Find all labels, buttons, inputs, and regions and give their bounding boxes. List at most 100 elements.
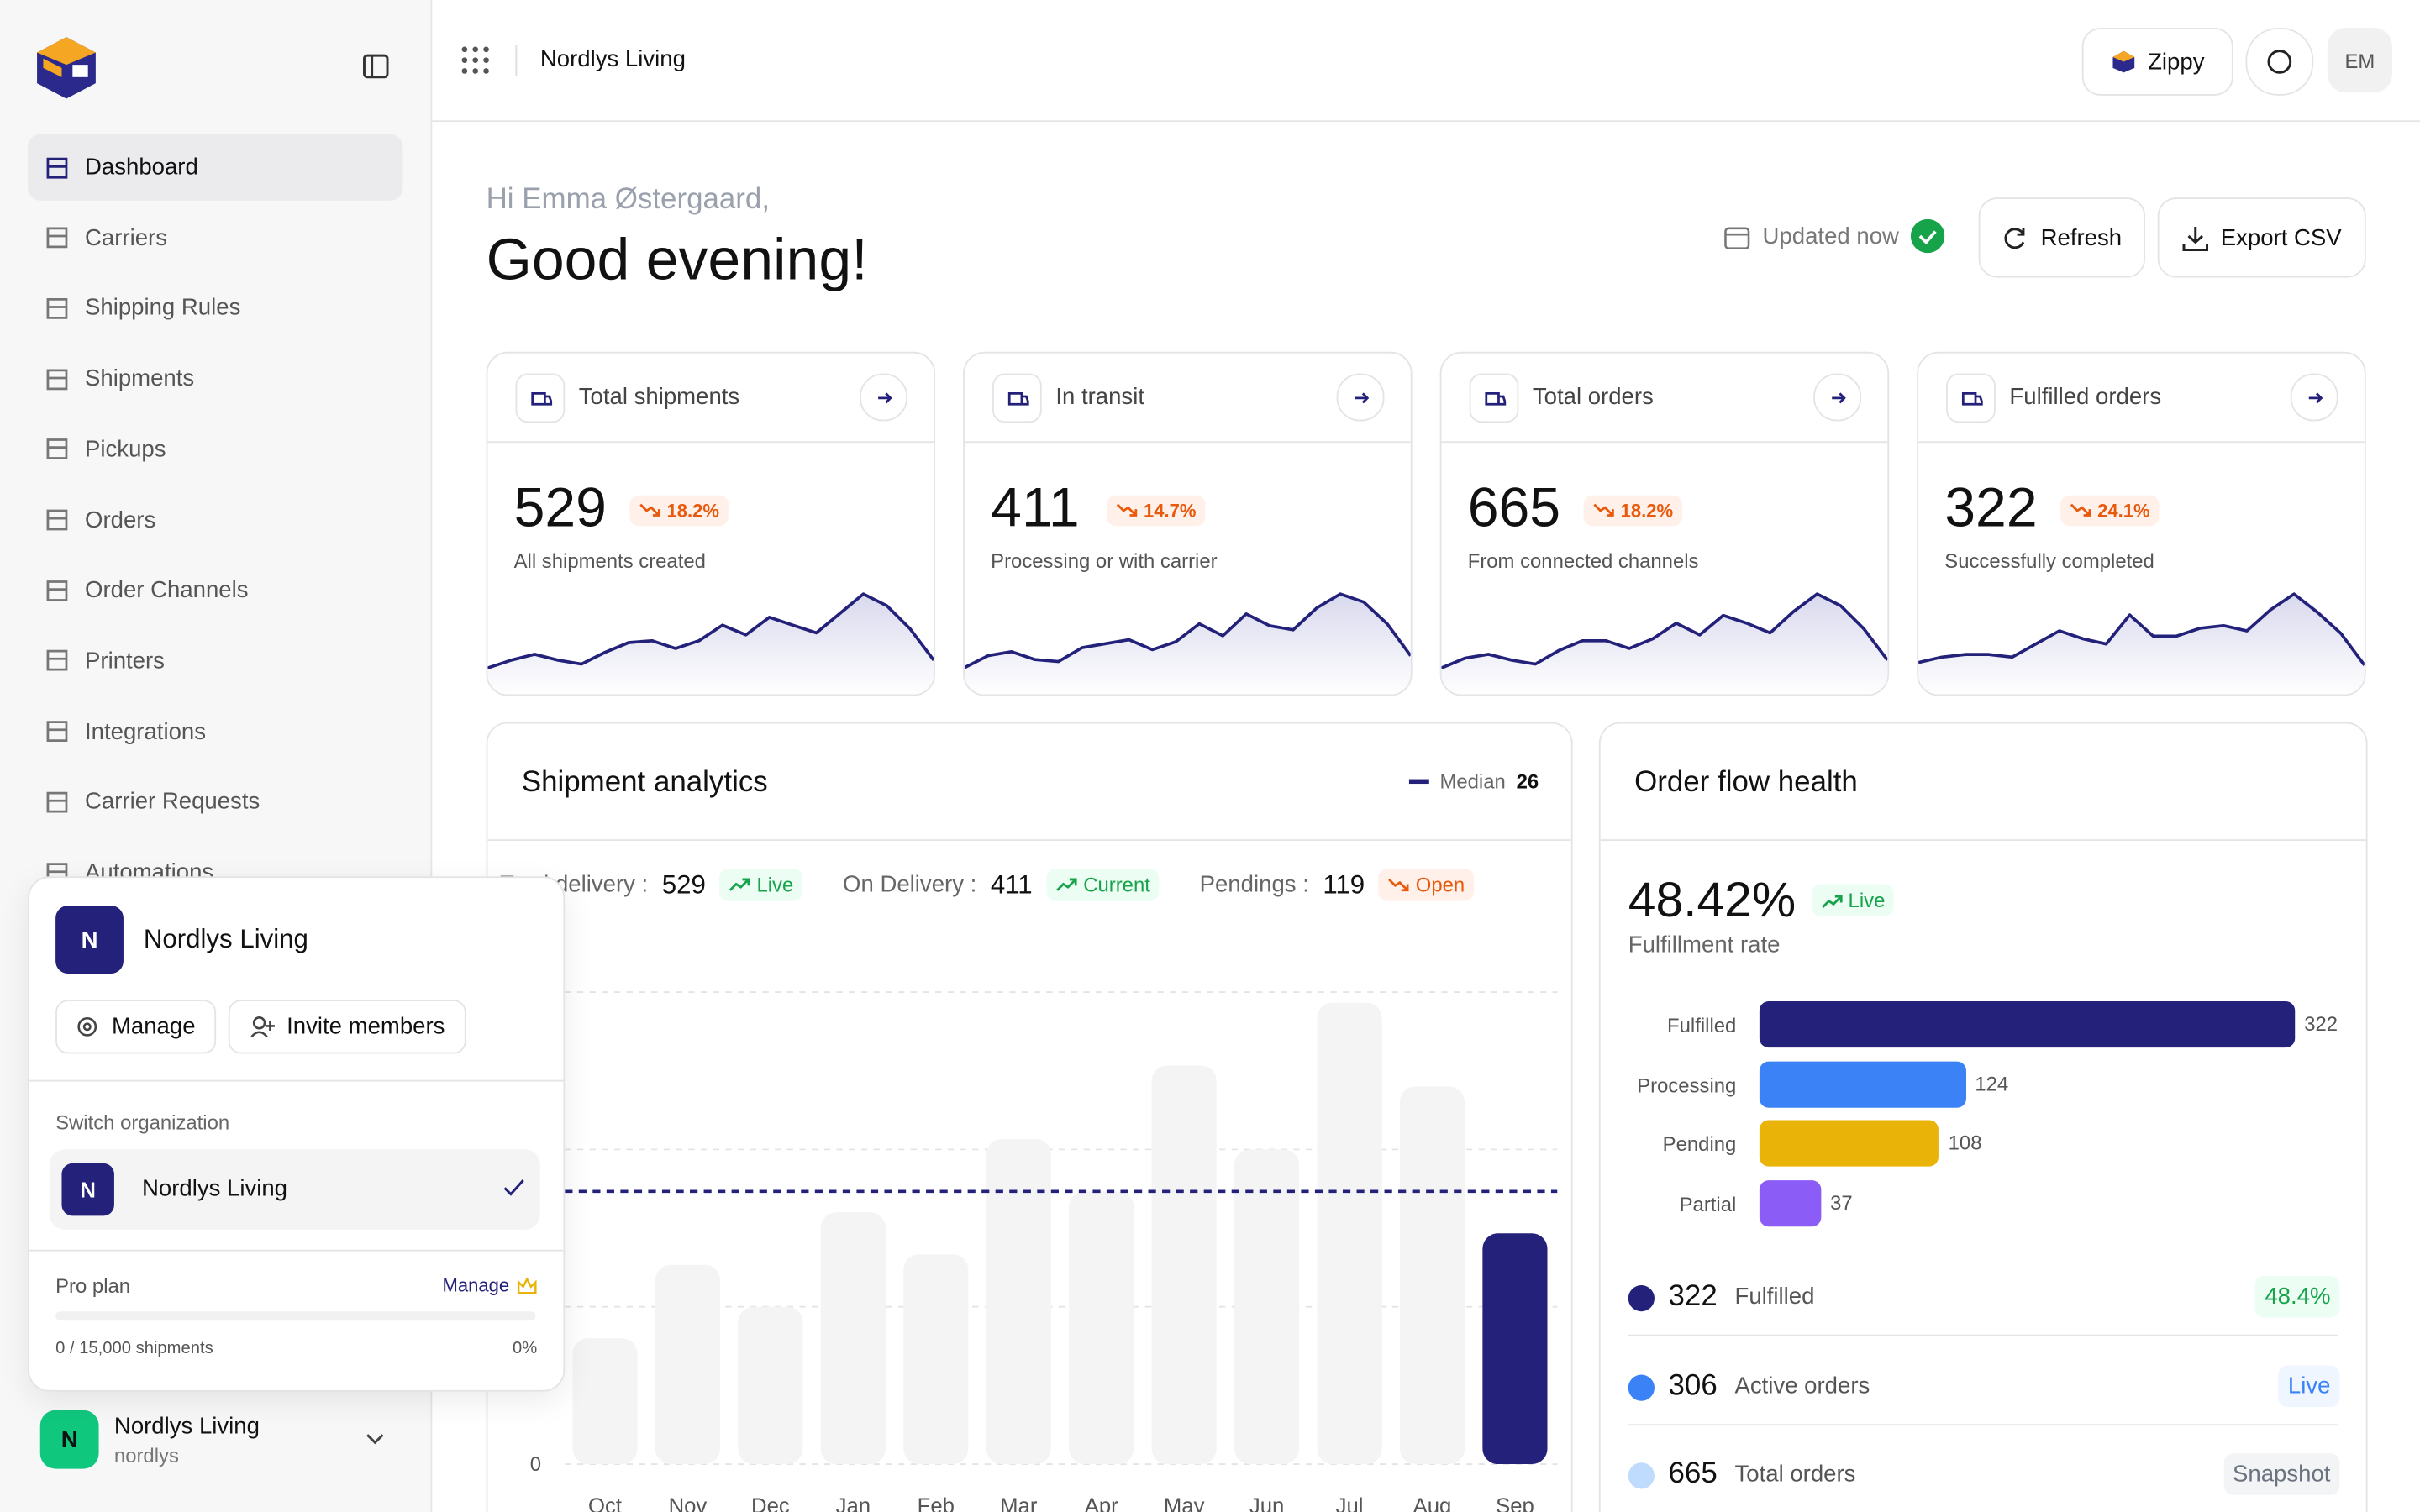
gear-icon [78, 1016, 97, 1037]
rate-badge: Live [1811, 884, 1895, 917]
kpi-link[interactable] [860, 373, 908, 422]
trend-down-icon [639, 503, 660, 517]
bar [1399, 1086, 1465, 1465]
nav-label: Shipments [85, 365, 195, 392]
manage-label: Manage [111, 1013, 196, 1040]
stat: Pendings : 119 Open [1200, 869, 1475, 901]
x-tick-label: Dec [751, 1494, 790, 1512]
nav-icon [46, 297, 68, 319]
org-option-avatar: N [61, 1163, 114, 1216]
nav-item[interactable]: Shipments [28, 346, 402, 412]
brand-button[interactable]: Zippy [2081, 28, 2233, 96]
nav-icon [46, 791, 68, 813]
bar [1317, 1002, 1382, 1465]
nav-label: Integrations [85, 718, 207, 745]
nav-icon-shape [46, 438, 68, 460]
x-tick-label: Jan [836, 1494, 871, 1512]
usage-text: 0 / 15,000 shipments [55, 1339, 213, 1358]
trend-icon-shape [1056, 877, 1077, 890]
nav-item[interactable]: Pickups [28, 417, 402, 483]
trend-down-icon [1116, 503, 1138, 517]
y-tick-label: 0 [530, 1453, 541, 1476]
nav-icon-shape [46, 509, 68, 531]
switch-label: Switch organization [55, 1110, 230, 1135]
download-icon [2182, 226, 2208, 251]
stat-badge: Live [719, 869, 803, 901]
summary-dot [1628, 1373, 1655, 1401]
stat-value: 119 [1323, 869, 1365, 899]
chat-button[interactable] [2245, 28, 2314, 96]
flow-value: 37 [1830, 1191, 1853, 1215]
nav-icon [46, 156, 68, 178]
kpi-change: 14.7% [1106, 495, 1206, 527]
summary-dot [1628, 1285, 1655, 1312]
nav-icon [46, 721, 68, 743]
kpi-title: Fulfilled orders [2009, 384, 2162, 411]
nav-item[interactable]: Dashboard [28, 134, 403, 201]
summary-label: Active orders [1734, 1372, 1870, 1399]
nav-label: Printers [85, 648, 165, 675]
user-plus-icon [250, 1016, 275, 1038]
sparkline-line [487, 592, 934, 669]
rate-caption: Fulfillment rate [1628, 932, 1781, 958]
divider [515, 45, 518, 76]
logo [37, 37, 96, 99]
trend-icon-shape [729, 877, 750, 890]
nav-item[interactable]: Printers [28, 627, 402, 694]
nav-item[interactable]: Shipping Rules [28, 276, 402, 342]
invite-button[interactable]: Invite members [228, 1000, 466, 1054]
refresh-button[interactable]: Refresh [1978, 197, 2146, 278]
nav-item[interactable]: Integrations [28, 698, 402, 764]
kpi-link[interactable] [1813, 373, 1862, 422]
stat-badge-text: Current [1083, 873, 1150, 897]
plan-manage[interactable]: Manage [442, 1274, 537, 1296]
nav-item[interactable]: Order Channels [28, 557, 402, 623]
kpi-link[interactable] [1336, 373, 1385, 422]
x-tick-label: Jul [1336, 1494, 1364, 1512]
avatar[interactable]: EM [2327, 28, 2392, 93]
arrow-icon-shape [1354, 391, 1369, 403]
trend-down-icon-shape [2070, 503, 2091, 517]
bar [655, 1264, 721, 1465]
stat-badge: Open [1378, 869, 1475, 901]
flow-value: 124 [1975, 1071, 2009, 1095]
kpi-change-text: 14.7% [1144, 500, 1197, 522]
kpi-link[interactable] [2290, 373, 2338, 422]
median-legend: Median 26 [1408, 770, 1539, 793]
nav-item[interactable]: Orders [28, 486, 402, 553]
nav-icon-shape [46, 580, 68, 601]
kpi-icon-shape-shape [1961, 391, 1982, 405]
summary-dot [1628, 1462, 1655, 1489]
bar [1234, 1149, 1300, 1465]
org-menu: N Nordlys Living Manage Invite members S… [28, 876, 566, 1392]
nav-item[interactable]: Carrier Requests [28, 769, 402, 835]
refresh-label: Refresh [2040, 224, 2123, 251]
nav-icon [46, 227, 68, 249]
apps-icon[interactable] [461, 46, 489, 74]
stat: On Delivery : 411 Current [843, 869, 1160, 901]
order-flow-card: Order flow health 48.42% Live Fulfillmen… [1598, 722, 2368, 1512]
nav-icon-shape [46, 791, 68, 813]
divider [1628, 1334, 2338, 1336]
nav-icon-shape [46, 650, 68, 672]
kpi-icon-shape [530, 391, 552, 405]
kpi-icon-shape [1961, 391, 1982, 405]
nav-icon [46, 580, 68, 601]
stat-value: 411 [990, 869, 1033, 899]
export-button[interactable]: Export CSV [2157, 197, 2366, 278]
flow-bar [1759, 1121, 1939, 1168]
org-option[interactable]: N Nordlys Living [49, 1149, 540, 1230]
nav-item[interactable]: Carriers [28, 205, 402, 271]
bar-chart: 0153045OctNovDecJanFebMarAprMayJunJulAug… [524, 981, 1558, 1512]
flow-label: Fulfilled [1667, 1013, 1737, 1037]
toggle-sidebar[interactable] [363, 54, 389, 79]
brand-icon [2112, 50, 2134, 73]
account-switcher[interactable]: N Nordlys Living nordlys [39, 1410, 411, 1469]
sparkline [1441, 592, 1888, 695]
update-status: Updated now [1724, 218, 1946, 254]
sparkline [487, 592, 934, 695]
kpi-icon [515, 373, 566, 423]
manage-button[interactable]: Manage [55, 1000, 217, 1054]
flow-bar [1759, 1061, 1966, 1108]
